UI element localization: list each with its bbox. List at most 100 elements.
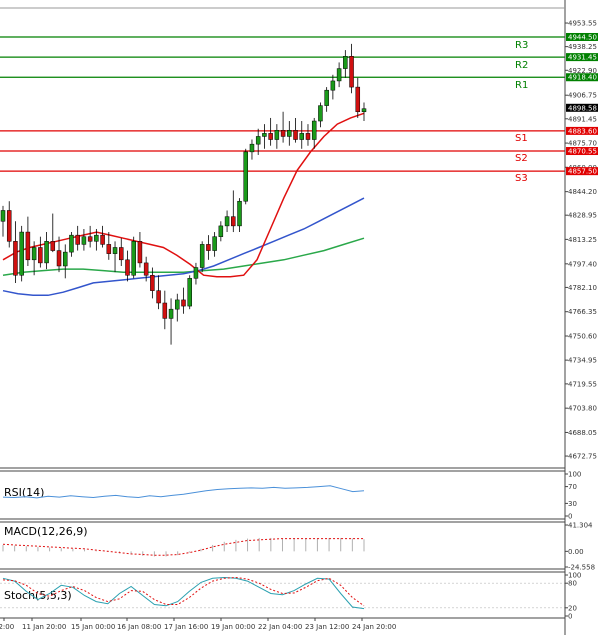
price-y-tick-label: 4750.60 — [568, 332, 597, 340]
price-y-tick-label: 4953.55 — [568, 20, 597, 28]
candle-body — [249, 143, 255, 153]
rsi-title: RSI(14) — [4, 486, 44, 499]
candle — [143, 256, 149, 282]
rsi-panel: RSI(14) 100 70 30 0 — [2, 471, 581, 521]
candle — [237, 198, 242, 233]
candle-body — [69, 234, 74, 253]
candle — [131, 236, 136, 279]
price-y-tick-label: 4813.25 — [568, 236, 597, 244]
moving-averages — [2, 112, 365, 297]
candle-body — [150, 274, 155, 291]
candle — [56, 236, 62, 273]
candle — [243, 148, 248, 205]
candle-body — [293, 130, 298, 140]
candle-body — [94, 234, 99, 242]
candle-body — [224, 216, 230, 227]
rsi-y-tick-label: 0 — [568, 513, 572, 521]
candle-body — [31, 247, 37, 261]
candle-body — [187, 278, 192, 307]
candle-body — [262, 133, 267, 137]
price-y-tick-label: 4703.80 — [568, 405, 597, 413]
macd-title: MACD(12,26,9) — [4, 525, 88, 538]
panel-frames — [0, 0, 566, 635]
candle-body — [349, 56, 354, 88]
rsi-line — [2, 485, 365, 499]
candle — [212, 232, 217, 257]
candle-body — [106, 244, 112, 254]
candle — [349, 43, 354, 94]
candle-body — [243, 151, 248, 202]
price-y-tick-label: 4766.35 — [568, 308, 597, 316]
stoch-y-tick-label: 80 — [568, 580, 577, 588]
candle-body — [218, 225, 224, 237]
x-tick-label: 23 Jan 12:00 — [305, 623, 349, 631]
candle-body — [56, 250, 62, 267]
current-price-tag-text: 4898.58 — [568, 104, 597, 112]
candle-body — [168, 308, 174, 319]
price-tags: 4898.58 — [566, 103, 598, 112]
candle — [199, 241, 205, 273]
pivot-tag-text: 4931.45 — [568, 54, 597, 62]
rsi-y-tick-label: 30 — [568, 500, 577, 508]
candle-body — [206, 244, 211, 251]
x-tick-label: 12:00 — [0, 623, 14, 631]
pivot-tag-bg — [566, 167, 598, 176]
candle-body — [305, 133, 311, 140]
candle — [299, 121, 305, 149]
candle — [112, 241, 118, 273]
candle-body — [355, 86, 361, 113]
candle-body — [62, 251, 68, 267]
candle — [19, 225, 24, 282]
candle — [94, 228, 99, 251]
candle — [355, 77, 361, 118]
rsi-y-axis: 100 70 30 0 — [565, 471, 581, 521]
candle — [6, 201, 12, 248]
stoch-y-tick-label: 20 — [568, 604, 577, 612]
price-panel: 4953.55 4938.25 4922.90 4906.75 4891.45 4875.… — [0, 20, 598, 461]
rsi-y-tick-label: 70 — [568, 483, 577, 491]
candle-body — [181, 299, 186, 307]
candle-body — [81, 236, 87, 245]
candle — [343, 50, 348, 78]
candle-body — [156, 290, 161, 304]
candle-body — [175, 299, 180, 310]
rsi-series-line — [2, 485, 365, 499]
price-y-tick-label: 4906.75 — [568, 92, 597, 100]
pivot-label-r3: R3 — [515, 40, 528, 51]
candle — [62, 244, 68, 279]
candle-body — [361, 108, 367, 113]
pivot-tag-bg — [566, 73, 598, 82]
macd-y-axis: 41.304 0.00 -24.558 — [565, 522, 595, 572]
macd-y-tick-label: -24.558 — [568, 564, 595, 572]
candle-body — [324, 89, 329, 106]
candle — [318, 102, 323, 128]
candle-body — [25, 231, 31, 261]
stoch-d-line — [2, 576, 365, 607]
x-tick-label: 19 Jan 00:00 — [211, 623, 255, 631]
candle — [13, 221, 18, 283]
candle-body — [311, 120, 317, 140]
ma-red-line — [2, 112, 365, 278]
candle — [38, 236, 43, 268]
candle — [249, 139, 255, 160]
pivot-tag-s2: 4870.55 — [566, 147, 598, 156]
candle-body — [193, 267, 199, 279]
pivot-tag-r2: 4931.45 — [566, 53, 598, 62]
price-y-tick-label: 4688.05 — [568, 429, 597, 437]
candle — [100, 225, 105, 248]
candle-body — [6, 210, 12, 242]
price-y-tick-label: 4734.95 — [568, 357, 597, 365]
candle-body — [162, 302, 168, 319]
candle — [181, 287, 186, 314]
candle-body — [287, 130, 292, 137]
pivot-label-s3: S3 — [515, 173, 528, 184]
stoch-title: Stoch(5,5,3) — [4, 589, 72, 602]
macd-y-tick-label: 41.304 — [568, 522, 593, 530]
price-y-tick-label: 4875.70 — [568, 140, 597, 148]
pivot-tag-bg — [566, 126, 598, 135]
candle — [50, 213, 56, 253]
candle — [231, 190, 236, 233]
candle-body — [330, 80, 336, 91]
